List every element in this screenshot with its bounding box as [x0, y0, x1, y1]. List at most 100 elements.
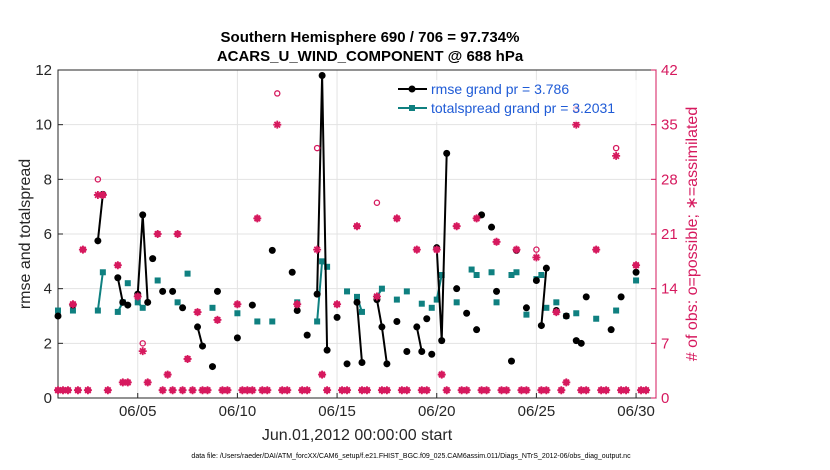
spread-point	[114, 308, 121, 315]
obs-assimilated-marker	[557, 386, 566, 395]
obs-assimilated-marker	[602, 386, 611, 395]
rmse-point	[248, 301, 256, 309]
obs-assimilated-marker	[298, 386, 307, 395]
spread-point	[468, 266, 475, 273]
spread-point	[324, 263, 331, 270]
spread-point	[174, 299, 181, 306]
obs-assimilated-marker	[577, 386, 586, 395]
obs-assimilated-marker	[637, 386, 646, 395]
rmse-point	[144, 298, 152, 306]
obs-assimilated-marker	[233, 300, 242, 309]
y-tick-label: 8	[44, 171, 52, 188]
x-tick-label: 06/20	[418, 403, 456, 420]
rmse-point	[632, 268, 640, 276]
rmse-point	[443, 149, 451, 157]
spread-point	[134, 299, 141, 306]
obs-assimilated-marker	[218, 386, 227, 395]
rmse-point	[353, 298, 361, 306]
obs-assimilated-marker	[103, 386, 112, 395]
spread-point	[508, 272, 515, 278]
rmse-point	[333, 313, 341, 321]
rmse-point	[582, 293, 590, 301]
rmse-point	[383, 360, 391, 368]
x-tick-label: 06/10	[219, 403, 257, 420]
legend: rmse grand pr = 3.786 totalspread grand …	[393, 80, 648, 122]
rmse-point	[537, 322, 545, 330]
rmse-point	[607, 326, 615, 334]
footer-datafile: data file: /Users/raeder/DAI/ATM_forcXX/…	[191, 453, 631, 460]
obs-assimilated-marker	[183, 354, 192, 363]
x-tick-label: 06/25	[518, 403, 556, 420]
obs-assimilated-marker	[512, 245, 521, 254]
obs-assimilated-marker	[173, 230, 182, 238]
obs-assimilated-marker	[532, 253, 541, 262]
obs-assimilated-marker	[492, 237, 501, 246]
obs-possible-marker	[94, 176, 102, 183]
rmse-point	[268, 246, 276, 254]
rmse-point	[577, 339, 585, 347]
obs-assimilated-marker	[283, 386, 292, 395]
rmse-point	[493, 287, 501, 295]
obs-assimilated-marker	[253, 214, 262, 223]
spread-point	[234, 310, 241, 317]
obs-assimilated-marker	[278, 386, 287, 395]
rmse-point	[124, 301, 132, 309]
obs-possible-marker	[612, 144, 620, 152]
obs-assimilated-marker	[178, 386, 187, 395]
rmse-line	[136, 214, 149, 303]
obs-assimilated-marker	[68, 300, 77, 309]
rmse-line	[540, 268, 548, 326]
obs-assimilated-marker	[168, 386, 177, 395]
rmse-point	[94, 237, 102, 245]
obs-assimilated-marker	[522, 386, 531, 395]
obs-assimilated-marker	[273, 120, 282, 129]
obs-possible-marker	[139, 340, 146, 347]
obs-assimilated-marker	[318, 370, 327, 379]
spread-point	[99, 269, 106, 276]
obs-assimilated-marker	[562, 378, 571, 387]
spread-point	[473, 272, 480, 278]
obs-assimilated-marker	[597, 386, 606, 395]
obs-assimilated-marker	[63, 386, 72, 395]
obs-assimilated-marker	[417, 386, 426, 395]
obs-possible-marker	[373, 199, 381, 207]
spread-line	[96, 272, 104, 311]
right-tick-label: 7	[661, 335, 669, 352]
rmse-point	[54, 312, 62, 320]
spread-point	[69, 307, 76, 314]
spread-point	[543, 304, 550, 311]
chart-subtitle: ACARS_U_WIND_COMPONENT @ 688 hPa	[217, 48, 524, 65]
spread-point	[493, 299, 500, 306]
obs-assimilated-marker	[238, 386, 247, 395]
rmse-point	[233, 334, 241, 342]
rmse-point	[318, 71, 326, 79]
obs-assimilated-marker	[402, 386, 411, 395]
rmse-point	[438, 337, 446, 345]
obs-assimilated-marker	[333, 300, 342, 309]
obs-assimilated-marker	[313, 245, 322, 254]
rmse-point	[179, 304, 187, 312]
rmse-point	[159, 287, 167, 295]
obs-assimilated-marker	[552, 308, 561, 317]
spread-point	[403, 288, 410, 295]
right-tick-label: 0	[661, 390, 669, 407]
right-axis-label: # of obs: o=possible; ∗=assimilated	[684, 107, 701, 361]
legend-spread-marker	[409, 105, 415, 111]
spread-point	[553, 299, 560, 306]
spread-point	[573, 310, 580, 317]
obs-assimilated-marker	[377, 386, 386, 395]
spread-point	[593, 315, 600, 322]
obs-assimilated-marker	[612, 151, 621, 160]
right-tick-label: 28	[661, 171, 678, 188]
spread-point	[393, 296, 400, 303]
rmse-point	[478, 211, 486, 219]
spread-point	[319, 258, 326, 265]
obs-assimilated-marker	[198, 386, 207, 395]
spread-point	[184, 270, 191, 277]
obs-assimilated-marker	[472, 214, 481, 223]
obs-assimilated-marker	[158, 386, 167, 395]
rmse-point	[488, 223, 496, 231]
obs-assimilated-marker	[343, 386, 352, 395]
y-axis-label: rmse and totalspread	[17, 159, 34, 309]
